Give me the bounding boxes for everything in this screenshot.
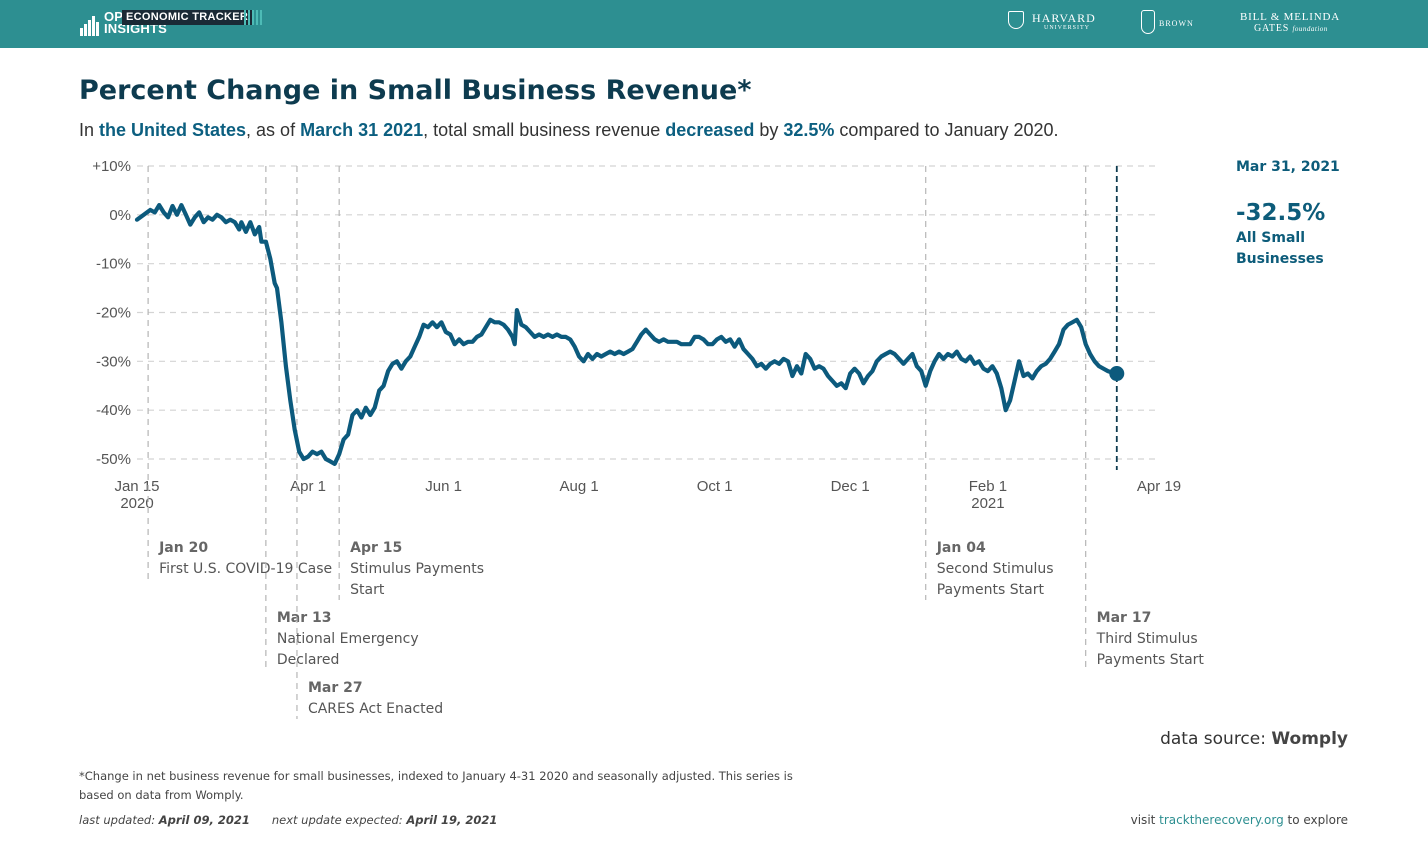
gates-line-1: BILL & MELINDA — [1240, 11, 1341, 23]
x-tick-label: Aug 1 — [560, 478, 599, 495]
x-tick-label: Dec 1 — [831, 478, 870, 495]
event-description: Stimulus Payments — [350, 561, 484, 577]
y-axis-ticks: +10% 0% -10% -20% -30% -40% -50% — [92, 158, 131, 468]
next-update-date: April 19, 2021 — [406, 813, 498, 827]
current-value-callout: Mar 31, 2021 -32.5% All Small Businesses — [1236, 158, 1416, 270]
event-description: Payments Start — [937, 582, 1045, 598]
page-title: Percent Change in Small Business Revenue… — [79, 75, 752, 106]
brand-line-2: INSIGHTS — [104, 21, 167, 36]
x-tick-sublabel: 2021 — [971, 495, 1004, 512]
grid-lines — [137, 165, 1159, 460]
callout-series: All Small Businesses — [1236, 230, 1324, 267]
gates-name: GATES — [1254, 23, 1290, 34]
visit-link: visit tracktherecovery.org to explore — [1131, 813, 1348, 827]
source-prefix: data source: — [1160, 729, 1272, 749]
subtitle-date[interactable]: March 31 2021 — [300, 120, 424, 140]
y-tick-label: -20% — [96, 305, 131, 322]
next-update-label: next update expected: — [271, 813, 403, 827]
y-tick-label: -50% — [96, 451, 131, 468]
event-description: Declared — [277, 652, 340, 668]
visit-prefix: visit — [1130, 813, 1160, 827]
y-tick-label: -40% — [96, 402, 131, 419]
subtitle-part: , as of — [246, 120, 301, 140]
stripes-icon — [244, 10, 264, 25]
event-description: Start — [350, 582, 385, 598]
y-tick-label: -10% — [96, 256, 131, 273]
last-updated-label: last updated: — [79, 813, 156, 827]
harvard-name: HARVARD — [1032, 11, 1096, 25]
event-description: Payments Start — [1097, 652, 1205, 668]
series-layer — [134, 166, 1125, 470]
subtitle-part: compared to January 2020. — [834, 120, 1059, 140]
event-date-label: Jan 04 — [936, 540, 986, 556]
event-date-label: Mar 13 — [277, 610, 332, 626]
subtitle: In the United States, as of March 31 202… — [79, 120, 1059, 141]
footnote: *Change in net business revenue for smal… — [79, 769, 793, 802]
x-tick-label: Apr 1 — [290, 478, 326, 495]
tracktherecovery-link[interactable]: tracktherecovery.org — [1159, 813, 1284, 827]
x-tick-label: Feb 1 — [969, 478, 1007, 495]
source-name[interactable]: Womply — [1271, 729, 1348, 749]
subtitle-value: 32.5% — [783, 120, 835, 140]
event-date-label: Mar 27 — [308, 680, 363, 696]
gates-line-2: GATES foundation — [1240, 23, 1350, 35]
x-tick-sublabel: 2020 — [120, 495, 153, 512]
subtitle-direction: decreased — [665, 120, 755, 140]
header-bar: OPPORTUNITY INSIGHTS ECONOMIC TRACKER HA… — [0, 0, 1428, 48]
event-description: Second Stimulus — [937, 561, 1054, 577]
x-tick-label: Jun 1 — [425, 478, 462, 495]
event-description: Third Stimulus — [1096, 631, 1198, 647]
event-description: CARES Act Enacted — [308, 701, 443, 717]
event-description: First U.S. COVID-19 Case — [159, 561, 332, 577]
event-date-label: Apr 15 — [350, 540, 402, 556]
data-source: data source: Womply — [1160, 729, 1348, 749]
series-line-all-small-businesses[interactable] — [134, 203, 1119, 466]
visit-suffix: to explore — [1283, 813, 1348, 827]
subtitle-part: In — [79, 120, 100, 140]
harvard-shield-icon — [1008, 11, 1024, 29]
x-tick-label: Oct 1 — [697, 478, 733, 495]
callout-date: Mar 31, 2021 — [1236, 159, 1340, 175]
last-updated-date: April 09, 2021 — [158, 813, 250, 827]
economic-tracker-tag[interactable]: ECONOMIC TRACKER — [122, 10, 253, 25]
gates-suffix: foundation — [1292, 25, 1328, 33]
event-date-label: Jan 20 — [158, 540, 208, 556]
subtitle-part: , total small business revenue — [423, 120, 666, 140]
y-tick-label: -30% — [96, 353, 131, 370]
event-date-label: Mar 17 — [1097, 610, 1152, 626]
subtitle-region[interactable]: the United States — [99, 120, 247, 140]
current-value-point[interactable] — [1109, 366, 1125, 382]
update-info: last updated: April 09, 2021 next update … — [79, 813, 497, 827]
x-tick-label: Jan 15 — [114, 478, 159, 495]
y-tick-label: 0% — [109, 207, 131, 224]
event-annotations: Jan 20 First U.S. COVID-19 Case Mar 13 Nati… — [147, 166, 1205, 719]
subtitle-part: by — [754, 120, 784, 140]
x-tick-label: Apr 19 — [1137, 478, 1181, 495]
brown-name: BROWN — [1159, 19, 1194, 28]
y-tick-label: +10% — [92, 158, 131, 175]
callout-value: -32.5% — [1236, 200, 1326, 226]
event-description: National Emergency — [277, 631, 419, 647]
brown-shield-icon — [1141, 10, 1155, 34]
harvard-sub: UNIVERSITY — [1044, 25, 1090, 31]
bar-chart-icon — [80, 16, 100, 36]
gates-foundation-logo[interactable]: BILL & MELINDA GATES foundation — [1240, 11, 1350, 35]
